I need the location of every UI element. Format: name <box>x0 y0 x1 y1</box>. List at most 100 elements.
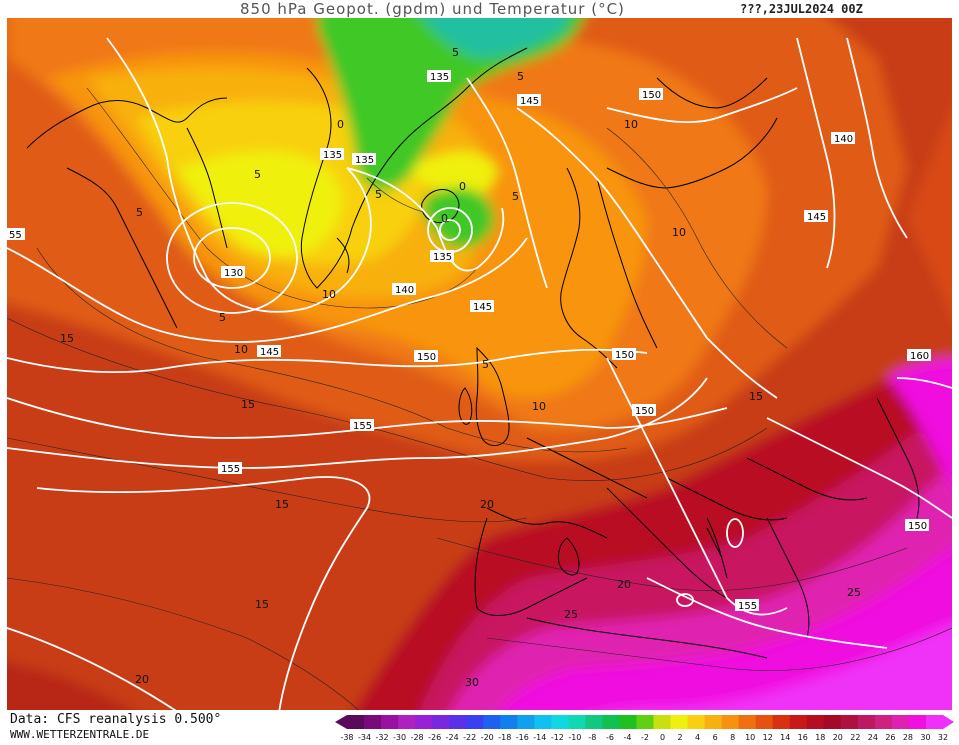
geo-label: 140 <box>392 283 416 296</box>
legend-swatch <box>789 715 808 729</box>
source-url[interactable]: WWW.WETTERZENTRALE.DE <box>10 728 150 741</box>
legend-arrow-left <box>335 715 347 729</box>
legend-swatch <box>517 715 535 729</box>
temp-label: 5 <box>219 311 226 324</box>
legend-swatch <box>738 715 757 729</box>
svg-text:160: 160 <box>910 351 929 362</box>
legend-swatch <box>806 715 825 729</box>
legend-tick-label: -30 <box>393 733 406 741</box>
temp-label: 0 <box>459 180 466 193</box>
svg-text:140: 140 <box>834 134 853 145</box>
svg-text:145: 145 <box>260 347 279 358</box>
legend-swatch <box>857 715 876 729</box>
legend-swatch <box>602 715 620 729</box>
geo-label: 150 <box>639 88 663 101</box>
legend-swatch <box>568 715 586 729</box>
svg-text:135: 135 <box>430 72 449 83</box>
legend-tick-label: 20 <box>833 733 843 741</box>
legend-tick-label: -2 <box>641 733 649 741</box>
color-legend: -38 -34 -32 -30 -28 -26 -24 -22 -20 -18 -16 -14 -12-… <box>335 713 955 742</box>
legend-swatch <box>381 715 399 729</box>
svg-text:135: 135 <box>433 252 452 263</box>
legend-swatch <box>466 715 484 729</box>
legend-tick-label: -8 <box>588 733 596 741</box>
legend-tick-label: -22 <box>463 733 476 741</box>
legend-tick-label: -26 <box>428 733 441 741</box>
temp-label: 5 <box>254 168 261 181</box>
svg-text:140: 140 <box>395 285 414 296</box>
map-footer: Data: CFS reanalysis 0.500° WWW.WETTERZE… <box>0 710 959 742</box>
temp-label: 25 <box>847 586 861 599</box>
temp-label: 5 <box>517 70 524 83</box>
legend-swatch <box>908 715 927 729</box>
legend-swatch <box>398 715 416 729</box>
legend-swatch <box>687 715 706 729</box>
weather-map: 55 130 135 135 135 135 140 140 145 145 1… <box>7 18 952 710</box>
legend-swatch <box>534 715 552 729</box>
temp-label: 5 <box>452 46 459 59</box>
legend-tick-label: -24 <box>446 733 459 741</box>
geo-label: 145 <box>804 210 828 223</box>
temp-label: 5 <box>512 190 519 203</box>
svg-text:150: 150 <box>417 352 436 363</box>
data-source: Data: CFS reanalysis 0.500° <box>10 712 222 727</box>
geo-label: 155 <box>735 599 759 612</box>
legend-tick-label: -12 <box>551 733 564 741</box>
svg-text:130: 130 <box>224 268 243 279</box>
legend-tick-label: -28 <box>411 733 424 741</box>
map-title: 850 hPa Geopot. (gpdm) und Temperatur (°… <box>240 0 625 18</box>
geo-label: 160 <box>907 349 931 362</box>
temp-label: 5 <box>136 206 143 219</box>
legend-swatch <box>347 715 365 729</box>
temp-label: 20 <box>617 578 631 591</box>
temp-label: 20 <box>480 498 494 511</box>
svg-text:150: 150 <box>635 406 654 417</box>
temp-label: 0 <box>441 212 448 225</box>
map-date: ???,23JUL2024 00Z <box>740 2 863 16</box>
temp-label: 10 <box>322 288 336 301</box>
legend-swatch <box>432 715 450 729</box>
legend-swatch <box>874 715 893 729</box>
legend-tick-label: 32 <box>938 733 948 741</box>
temp-label: 10 <box>234 343 248 356</box>
legend-tick-label: -18 <box>498 733 511 741</box>
svg-text:145: 145 <box>473 302 492 313</box>
temp-label: 5 <box>375 188 382 201</box>
legend-tick-label: -34 <box>358 733 371 741</box>
legend-tick-label: 26 <box>885 733 895 741</box>
temp-label: 10 <box>672 226 686 239</box>
legend-swatch <box>840 715 859 729</box>
svg-text:145: 145 <box>520 96 539 107</box>
svg-text:155: 155 <box>738 601 757 612</box>
legend-tick-label: 18 <box>815 733 825 741</box>
svg-text:155: 155 <box>221 464 240 475</box>
legend-swatch <box>585 715 603 729</box>
svg-text:135: 135 <box>355 155 374 166</box>
temperature-labels: 0 0 0 5 5 5 5 5 5 5 5 10 10 10 10 10 15 … <box>60 46 861 689</box>
svg-text:150: 150 <box>642 90 661 101</box>
svg-text:145: 145 <box>807 212 826 223</box>
legend-tick-label: 16 <box>798 733 808 741</box>
geo-label: 150 <box>905 519 929 532</box>
legend-swatch <box>551 715 569 729</box>
map-header: 850 hPa Geopot. (gpdm) und Temperatur (°… <box>0 0 959 20</box>
temp-label: 15 <box>60 332 74 345</box>
temp-label: 0 <box>337 118 344 131</box>
legend-tick-label: 14 <box>780 733 790 741</box>
legend-tick-label: 28 <box>903 733 913 741</box>
geo-label: 155 <box>350 419 374 432</box>
geo-label: 130 <box>221 266 245 279</box>
temp-label: 15 <box>255 598 269 611</box>
geo-label: 55 <box>7 228 25 241</box>
temp-label: 10 <box>532 400 546 413</box>
legend-tick-label: -16 <box>516 733 529 741</box>
legend-tick-label: -10 <box>568 733 581 741</box>
geopotential-labels: 55 130 135 135 135 135 140 140 145 145 1… <box>7 70 931 612</box>
weather-map-svg: 55 130 135 135 135 135 140 140 145 145 1… <box>7 18 952 710</box>
legend-tick-label: 30 <box>920 733 930 741</box>
geo-label: 150 <box>632 404 656 417</box>
legend-swatch <box>636 715 655 729</box>
geo-label: 145 <box>257 345 281 358</box>
geopotential-contours <box>7 37 952 710</box>
color-legend-svg: -38 -34 -32 -30 -28 -26 -24 -22 -20 -18 -16 -14 -12-… <box>335 715 954 742</box>
